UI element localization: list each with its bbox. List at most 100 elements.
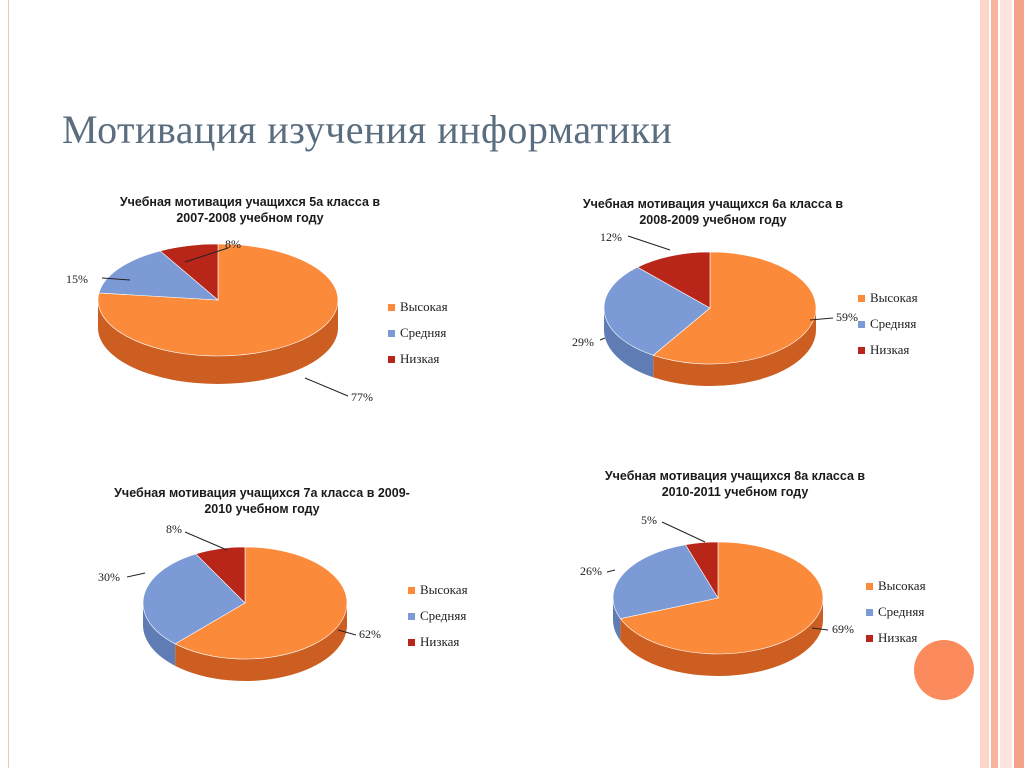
legend-item-medium: Средняя xyxy=(388,320,448,346)
pie-chart xyxy=(97,243,349,397)
chart-6a: Учебная мотивация учащихся 6а класса в 2… xyxy=(560,190,960,410)
chart-5a: Учебная мотивация учащихся 5а класса в 2… xyxy=(60,190,490,420)
legend: Высокая Средняя Низкая xyxy=(408,577,468,655)
data-label-high: 59% xyxy=(836,310,858,324)
legend-label: Низкая xyxy=(878,630,918,645)
pie-top xyxy=(142,546,348,660)
legend-label: Низкая xyxy=(420,634,460,649)
right-decor-stripes xyxy=(980,0,1024,768)
legend-swatch xyxy=(388,329,395,337)
leader-line xyxy=(627,235,671,251)
legend-item-medium: Средняя xyxy=(858,311,918,337)
legend-label: Высокая xyxy=(420,582,468,597)
legend-item-low: Низкая xyxy=(858,337,918,363)
data-label-low: 5% xyxy=(641,513,657,527)
chart-title: Учебная мотивация учащихся 8а класса в 2… xyxy=(604,469,866,499)
pie-top xyxy=(603,251,817,365)
pie-chart xyxy=(599,235,834,386)
pie-slice xyxy=(98,250,219,301)
legend-swatch xyxy=(866,634,873,642)
leader-line xyxy=(606,569,616,573)
data-label-high: 69% xyxy=(832,622,854,636)
pie-slice-side xyxy=(604,308,654,378)
legend-label: Высокая xyxy=(878,578,926,593)
pie-slice xyxy=(612,544,719,619)
pie-slice xyxy=(652,251,817,365)
pie-slice xyxy=(636,251,711,309)
data-label-medium: 29% xyxy=(572,335,594,349)
left-border-line xyxy=(8,0,9,768)
decor-stripe xyxy=(1014,0,1024,768)
legend-swatch xyxy=(858,346,865,354)
pie-chart xyxy=(126,531,357,681)
pie-slice-side xyxy=(653,308,816,386)
data-label-medium: 15% xyxy=(66,272,88,286)
leader-line xyxy=(661,521,706,543)
legend-swatch xyxy=(408,638,415,646)
legend-swatch xyxy=(866,608,873,616)
legend-swatch xyxy=(858,294,865,302)
leader-line xyxy=(337,629,357,636)
legend-swatch xyxy=(866,582,873,590)
legend: Высокая Средняя Низкая xyxy=(388,294,448,372)
pie-slice xyxy=(174,546,348,660)
slide-title: Мотивация изучения информатики xyxy=(62,107,673,152)
legend-swatch xyxy=(388,355,395,363)
legend-item-high: Высокая xyxy=(866,573,926,599)
decor-stripe xyxy=(980,0,989,768)
chart-title: Учебная мотивация учащихся 5а класса в 2… xyxy=(119,195,381,225)
pie-top xyxy=(612,541,824,655)
legend-swatch xyxy=(408,586,415,594)
legend-swatch xyxy=(408,612,415,620)
legend-item-medium: Средняя xyxy=(408,603,468,629)
pie-slice xyxy=(603,266,711,356)
legend-swatch xyxy=(858,320,865,328)
chart-8a: Учебная мотивация учащихся 8а класса в 2… xyxy=(570,460,970,700)
legend-label: Средняя xyxy=(878,604,925,619)
leader-line xyxy=(101,277,131,281)
pie-slice xyxy=(159,243,219,301)
pie-slice xyxy=(619,541,824,655)
legend-label: Низкая xyxy=(870,342,910,357)
legend-label: Средняя xyxy=(420,608,467,623)
decor-stripe xyxy=(1000,0,1012,768)
legend-label: Высокая xyxy=(400,299,448,314)
leader-line xyxy=(184,531,228,551)
pie-slice-side xyxy=(175,603,347,681)
pie-chart xyxy=(606,521,829,676)
legend: Высокая Средняя Низкая xyxy=(866,573,926,651)
decor-circle xyxy=(914,640,974,700)
pie-side xyxy=(604,308,816,386)
leader-line xyxy=(811,627,829,631)
legend-label: Высокая xyxy=(870,290,918,305)
pie-slice xyxy=(195,546,246,604)
pie-slice-side xyxy=(620,598,823,676)
legend-item-low: Низкая xyxy=(866,625,926,651)
pie-slice-side xyxy=(143,603,176,666)
legend-item-high: Высокая xyxy=(388,294,448,320)
decor-stripe xyxy=(991,0,998,768)
pie-side xyxy=(98,300,338,384)
data-label-medium: 30% xyxy=(98,570,120,584)
legend-item-medium: Средняя xyxy=(866,599,926,625)
pie-side xyxy=(143,603,347,681)
legend-item-high: Высокая xyxy=(858,285,918,311)
leader-line xyxy=(184,247,229,263)
legend-label: Средняя xyxy=(400,325,447,340)
legend-item-low: Низкая xyxy=(408,629,468,655)
data-label-medium: 26% xyxy=(580,564,602,578)
chart-title: Учебная мотивация учащихся 6а класса в 2… xyxy=(582,197,844,227)
data-label-low: 8% xyxy=(225,237,241,251)
leader-line xyxy=(126,572,146,578)
chart-7a: Учебная мотивация учащихся 7а класса в 2… xyxy=(90,480,520,700)
legend-item-high: Высокая xyxy=(408,577,468,603)
pie-slice xyxy=(142,553,246,645)
leader-line xyxy=(304,377,349,397)
data-label-low: 8% xyxy=(166,522,182,536)
pie-top xyxy=(97,243,339,357)
pie-slice xyxy=(685,541,719,600)
legend-label: Средняя xyxy=(870,316,917,331)
pie-slice-side xyxy=(98,300,338,384)
leader-line xyxy=(599,337,606,341)
legend: Высокая Средняя Низкая xyxy=(858,285,918,363)
